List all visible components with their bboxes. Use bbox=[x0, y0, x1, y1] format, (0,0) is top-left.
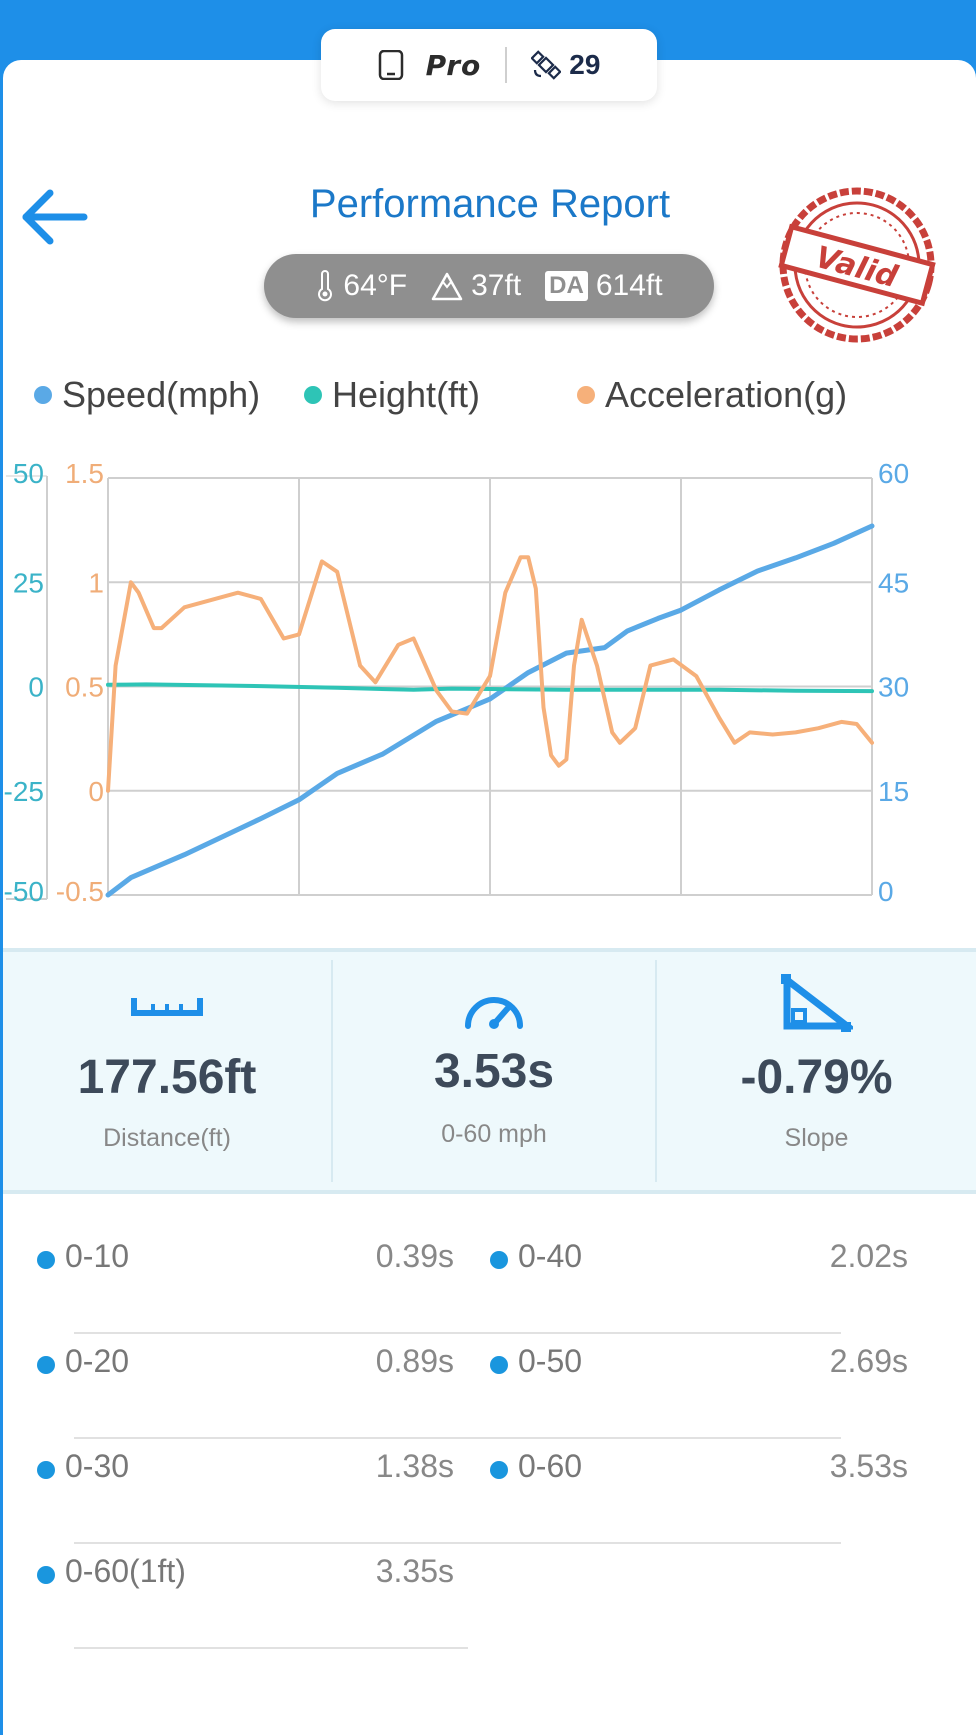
page-title: Performance Report bbox=[309, 182, 671, 226]
split-name: 0-20 bbox=[65, 1343, 130, 1379]
row-divider bbox=[74, 1332, 841, 1334]
split-name: 0-50 bbox=[518, 1343, 583, 1379]
legend-label: Acceleration(g) bbox=[605, 374, 848, 415]
mountain-icon bbox=[431, 272, 463, 301]
split-name: 0-60(1ft) bbox=[65, 1553, 186, 1589]
temperature-value: 64°F bbox=[343, 269, 408, 302]
series-line-speed bbox=[105, 523, 875, 898]
divider bbox=[505, 47, 508, 83]
chart-svg: 50 25 0 -25 -50 1.5 1 0.5 0 -0.5 60 45 30 15 0 bbox=[4, 458, 910, 907]
split-row: 0-10 0.39s bbox=[37, 1230, 454, 1290]
bullet bbox=[490, 1251, 508, 1269]
phone-icon bbox=[378, 49, 404, 81]
satellite-count: 29 bbox=[569, 49, 601, 80]
legend-dot bbox=[304, 386, 322, 404]
height-tick-label: -25 bbox=[4, 776, 44, 807]
divider bbox=[655, 960, 657, 1182]
altitude: 37ft bbox=[431, 269, 521, 303]
split-row: 0-40 2.02s bbox=[490, 1230, 908, 1290]
row-divider bbox=[74, 1437, 841, 1439]
slope-icon bbox=[781, 974, 853, 1032]
split-row: 0-60 3.53s bbox=[490, 1440, 908, 1500]
stat-value: -0.79% bbox=[740, 1051, 893, 1104]
height-tick-label: -50 bbox=[4, 876, 44, 907]
legend-item-speed[interactable]: Speed(mph) bbox=[34, 374, 260, 416]
acceleration-tick-label: -0.5 bbox=[56, 876, 104, 907]
split-name: 0-30 bbox=[65, 1448, 130, 1484]
stat-value: 3.53s bbox=[433, 1045, 555, 1098]
series-line-height bbox=[106, 682, 874, 694]
stat-value: 177.56ft bbox=[77, 1051, 257, 1104]
height-tick-label: 25 bbox=[13, 567, 44, 598]
stats-panel: 177.56ft Distance(ft) 3.53s 0-60 mph -0.… bbox=[3, 948, 976, 1194]
legend-label: Height(ft) bbox=[332, 374, 481, 415]
conditions-pill: 64°F 37ft DA 614ft bbox=[264, 254, 714, 318]
split-time: 1.38s bbox=[375, 1448, 454, 1484]
altitude-value: 37ft bbox=[471, 269, 522, 302]
legend-dot bbox=[34, 386, 52, 404]
speed-tick-label: 15 bbox=[878, 776, 909, 807]
stat-zero-to-sixty: 3.53s 0-60 mph bbox=[333, 952, 655, 1186]
speed-tick-label: 45 bbox=[878, 567, 909, 598]
stat-label: Distance(ft) bbox=[103, 1124, 231, 1152]
acceleration-tick-label: 0.5 bbox=[65, 672, 104, 703]
split-time: 2.02s bbox=[829, 1238, 908, 1274]
thermometer-icon bbox=[318, 270, 333, 302]
split-name: 0-60 bbox=[518, 1448, 583, 1484]
split-row: 0-20 0.89s bbox=[37, 1335, 454, 1395]
split-name: 0-10 bbox=[65, 1238, 130, 1274]
bullet bbox=[490, 1461, 508, 1479]
acceleration-tick-label: 1 bbox=[88, 567, 104, 598]
speedometer-icon bbox=[465, 997, 523, 1029]
stat-label: Slope bbox=[784, 1124, 849, 1152]
bullet bbox=[37, 1566, 55, 1584]
legend-item-height[interactable]: Height(ft) bbox=[304, 374, 480, 416]
arrow-left-icon bbox=[22, 189, 88, 245]
bullet bbox=[37, 1251, 55, 1269]
split-row: 0-50 2.69s bbox=[490, 1335, 908, 1395]
performance-chart[interactable]: 50 25 0 -25 -50 1.5 1 0.5 0 -0.5 60 45 30 15 0 bbox=[0, 440, 976, 910]
chart-legend: Speed(mph) Height(ft) Acceleration(g) bbox=[34, 374, 934, 420]
row-divider bbox=[74, 1542, 841, 1544]
legend-label: Speed(mph) bbox=[62, 374, 261, 415]
split-time: 3.53s bbox=[829, 1448, 908, 1484]
report-card bbox=[3, 60, 976, 1735]
split-row: 0-30 1.38s bbox=[37, 1440, 454, 1500]
satellite-icon bbox=[530, 50, 562, 80]
bullet bbox=[37, 1356, 55, 1374]
stat-label: 0-60 mph bbox=[441, 1120, 547, 1148]
plan-label: Pro bbox=[425, 48, 482, 82]
legend-item-acceleration[interactable]: Acceleration(g) bbox=[577, 374, 847, 416]
back-button[interactable] bbox=[20, 188, 90, 246]
speed-tick-label: 0 bbox=[878, 876, 894, 907]
density-altitude: DA 614ft bbox=[545, 269, 663, 303]
split-time: 3.35s bbox=[375, 1553, 454, 1589]
split-name: 0-40 bbox=[518, 1238, 583, 1274]
height-tick-label: 50 bbox=[13, 458, 44, 489]
density-altitude-value: 614ft bbox=[595, 269, 663, 302]
stat-distance: 177.56ft Distance(ft) bbox=[3, 952, 331, 1186]
acceleration-tick-label: 1.5 bbox=[65, 458, 104, 489]
valid-stamp: Valid bbox=[776, 186, 938, 344]
bullet bbox=[490, 1356, 508, 1374]
bullet bbox=[37, 1461, 55, 1479]
legend-dot bbox=[577, 386, 595, 404]
series-line-acceleration bbox=[106, 555, 874, 793]
speed-tick-label: 30 bbox=[878, 672, 909, 703]
split-time: 0.89s bbox=[375, 1343, 454, 1379]
split-row: 0-60(1ft) 3.35s bbox=[37, 1545, 454, 1605]
acceleration-tick-label: 0 bbox=[88, 776, 104, 807]
split-time: 2.69s bbox=[829, 1343, 908, 1379]
row-divider bbox=[74, 1647, 468, 1649]
temperature: 64°F bbox=[315, 269, 407, 303]
divider bbox=[331, 960, 333, 1182]
da-badge: DA bbox=[545, 271, 588, 301]
stat-slope: -0.79% Slope bbox=[657, 952, 976, 1186]
height-tick-label: 0 bbox=[28, 672, 44, 703]
speed-tick-label: 60 bbox=[878, 458, 909, 489]
ruler-icon bbox=[131, 998, 203, 1016]
split-time: 0.39s bbox=[375, 1238, 454, 1274]
device-status-bar[interactable]: Pro 29 bbox=[321, 29, 657, 101]
